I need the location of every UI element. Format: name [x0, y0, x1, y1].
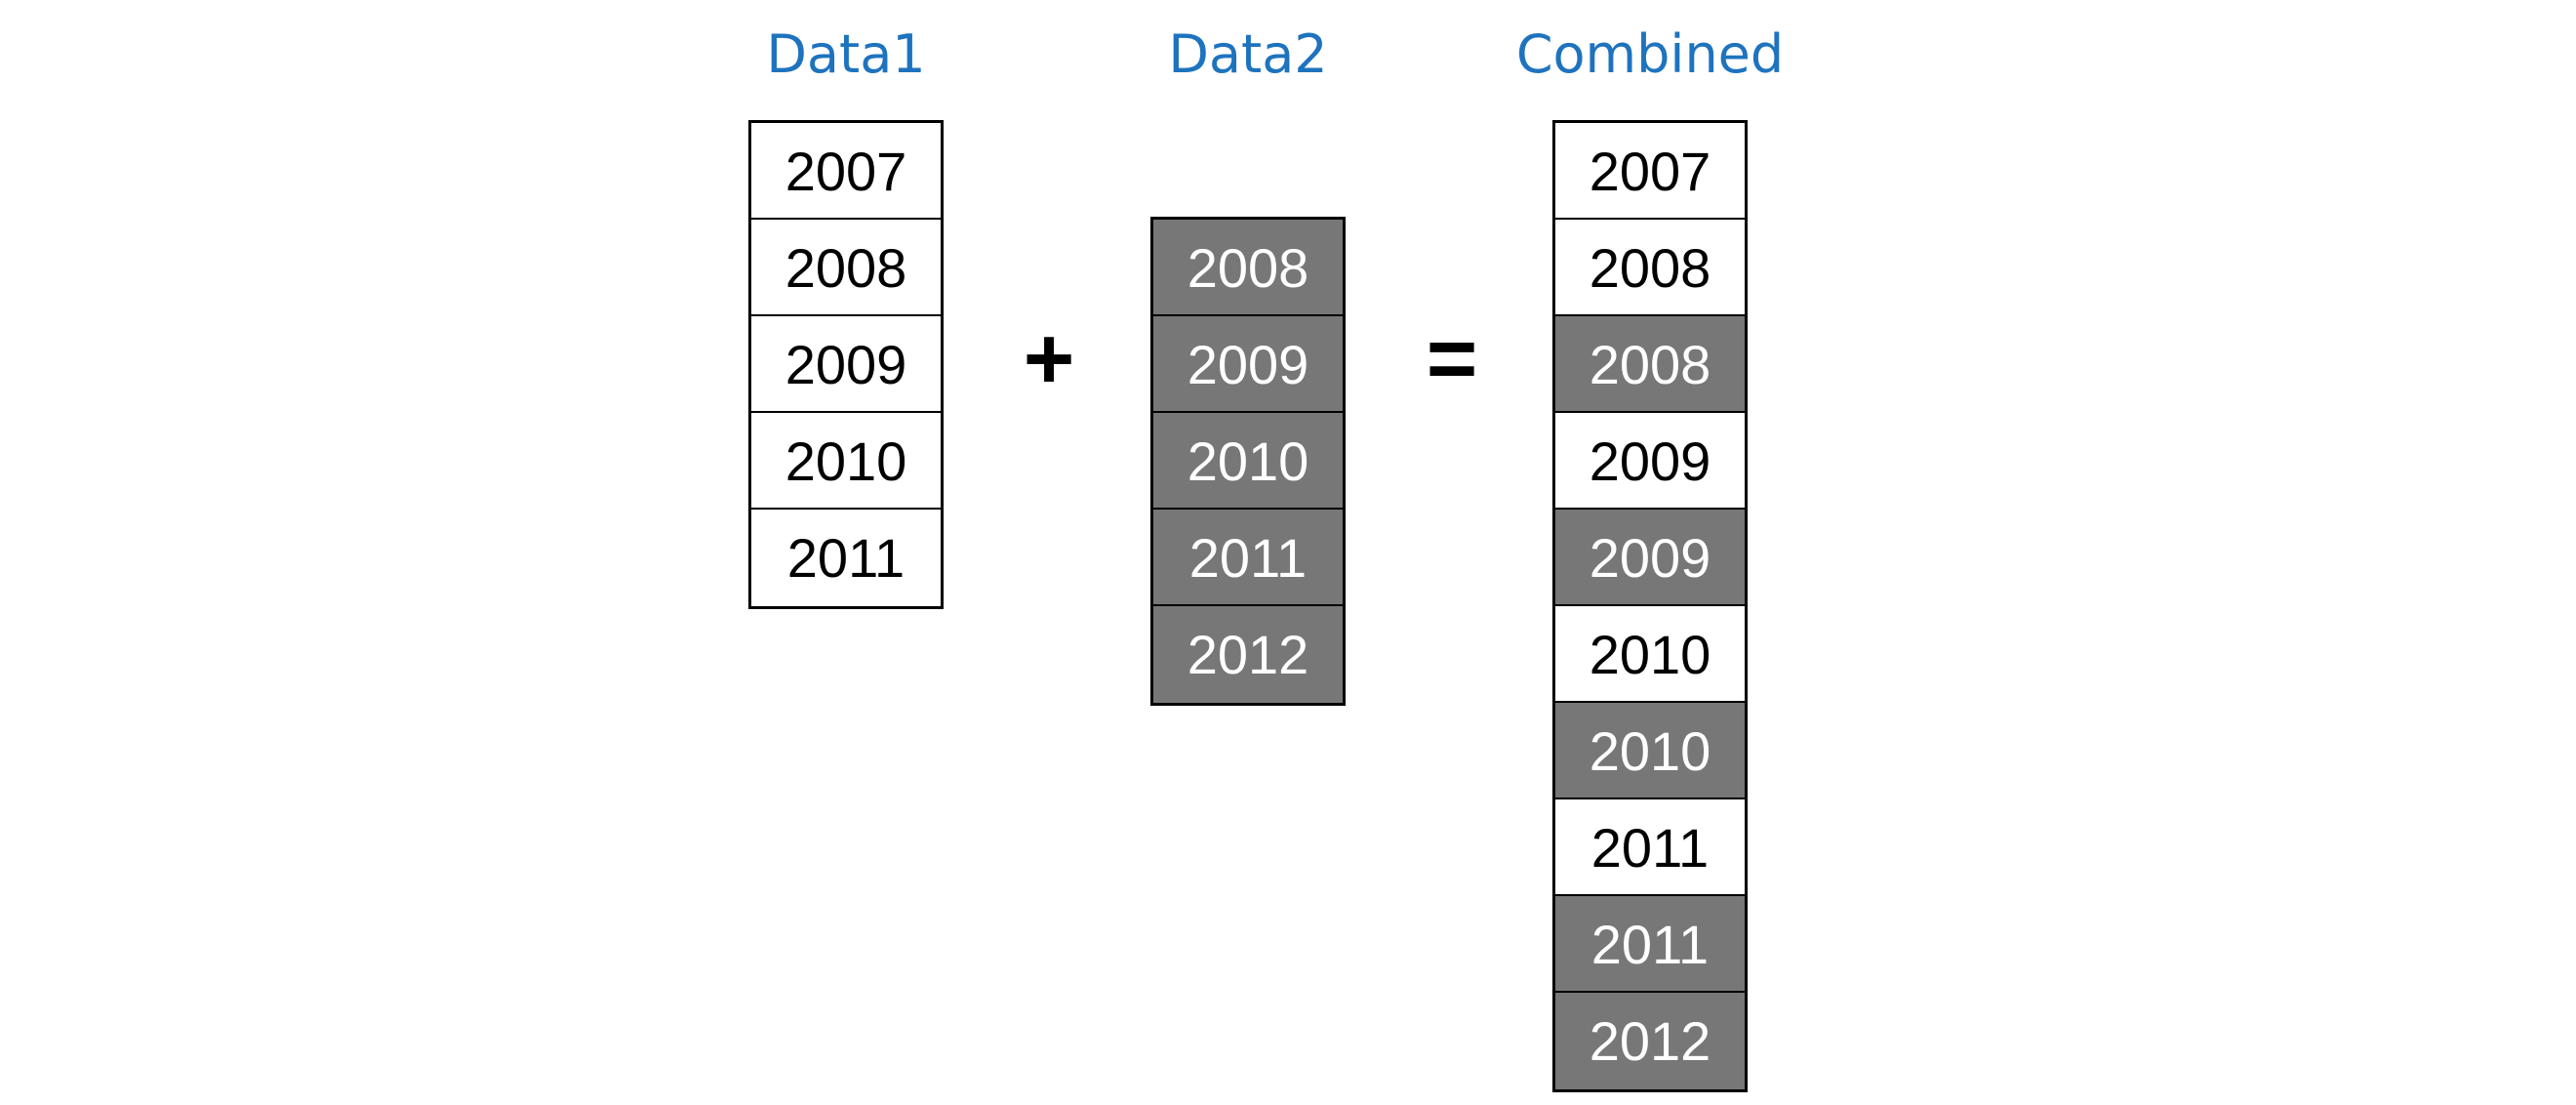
- data1-column: 2007 2008 2009 2010 2011: [748, 120, 944, 609]
- combined-cell: 2007: [1555, 123, 1745, 220]
- data1-cell: 2008: [751, 220, 941, 316]
- combined-cell: 2008: [1555, 316, 1745, 413]
- combined-cell: 2009: [1555, 413, 1745, 510]
- combined-cell: 2010: [1555, 606, 1745, 703]
- data2-cell: 2009: [1153, 316, 1343, 413]
- data1-cell: 2009: [751, 316, 941, 413]
- combined-title: Combined: [1515, 23, 1785, 85]
- combined-cell: 2011: [1555, 799, 1745, 896]
- plus-operator: +: [1023, 310, 1075, 408]
- data1-cell: 2011: [751, 510, 941, 606]
- data1-cell: 2010: [751, 413, 941, 510]
- data2-cell: 2010: [1153, 413, 1343, 510]
- combined-column: 2007 2008 2008 2009 2009 2010 2010 2011 …: [1552, 120, 1748, 1092]
- equals-operator: =: [1426, 310, 1478, 408]
- data1-title: Data1: [766, 23, 926, 85]
- combined-cell: 2012: [1555, 993, 1745, 1089]
- data2-cell: 2008: [1153, 220, 1343, 316]
- data2-cell: 2012: [1153, 606, 1343, 703]
- data2-title: Data2: [1168, 23, 1328, 85]
- combined-cell: 2009: [1555, 510, 1745, 606]
- combined-cell: 2010: [1555, 703, 1745, 799]
- data2-cell: 2011: [1153, 510, 1343, 606]
- data2-column: 2008 2009 2010 2011 2012: [1150, 217, 1346, 706]
- combined-cell: 2011: [1555, 896, 1745, 993]
- data1-cell: 2007: [751, 123, 941, 220]
- combined-cell: 2008: [1555, 220, 1745, 316]
